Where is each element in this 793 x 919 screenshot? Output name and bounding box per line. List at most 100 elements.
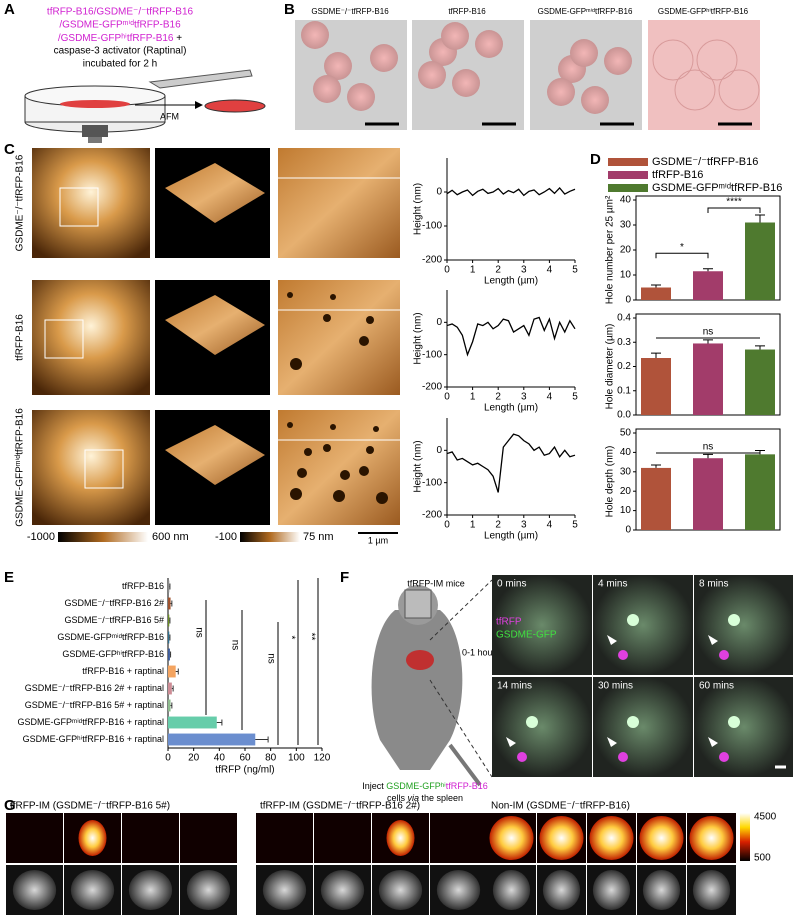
hole [376,492,388,504]
x-tick-label: 0 [444,265,450,276]
group-title: Non-IM (GSDME⁻/⁻tfRFP-B16) [491,801,630,812]
image-title: GSDME-GFPʰⁱtfRFP-B16 [658,7,749,16]
organ [492,870,531,910]
inject-text: the spleen [419,793,463,803]
x-tick-label: 0 [165,753,171,764]
inject-text: GSDME-GFPʰⁱ [386,781,446,791]
panel-g: tfRFP-IM (GSDME⁻/⁻tfRFP-B16 5#) tfRFP-IM … [6,801,777,915]
y-tick-label: 0 [625,525,631,536]
afm-zoom [278,280,400,395]
arrow [195,101,203,109]
afm-3d [165,425,265,485]
y-tick-label: 20 [620,245,632,256]
signal [639,816,684,860]
category-label: GSDME⁻/⁻tfRFP-B16 5# + raptinal [25,700,164,710]
hole [366,446,374,454]
cell [324,52,352,80]
x-tick-label: 0 [444,392,450,403]
hole [340,470,350,480]
condition-text: /GSDME-GFPʰⁱtfRFP-B16 [58,33,174,44]
y-tick-label: 0.3 [617,337,631,348]
organ [692,870,731,910]
bar [168,580,170,593]
bar [641,467,671,530]
treatment-text: caspase-3 activator (Raptinal) [54,46,187,57]
y-tick-label: 0 [436,187,442,198]
hole [366,316,374,324]
group-title: tfRFP-IM (GSDME⁻/⁻tfRFP-B16 5#) [10,801,170,812]
hole [333,490,345,502]
cell [370,44,398,72]
inject-text: cells [387,793,408,803]
bar [641,287,671,300]
organ [320,870,365,910]
frame-time: 14 mins [497,681,532,692]
guide-line [429,579,493,641]
organ [542,870,581,910]
error-bar [755,449,765,455]
error-bar [755,214,765,223]
panel-label: A [4,1,15,18]
bar [168,682,172,695]
hole [290,358,302,370]
organ [262,870,307,910]
zoom-box [84,449,124,489]
fluorescence [6,813,63,863]
profile [446,186,576,197]
error-bar [170,702,173,709]
cell-green [728,716,740,728]
bar [745,454,775,530]
hole [359,466,369,476]
category-label: GSDME-GFPᵐⁱᵈtfRFP-B16 + raptinal [18,717,164,727]
bar [693,343,723,415]
organ [70,870,115,910]
afm-3d [165,295,265,355]
image-title: GSDME-GFPᵐⁱᵈtfRFP-B16 [538,7,633,16]
error-bar [169,583,171,590]
legend-swatch [608,184,648,192]
y-tick-label: 10 [620,270,632,281]
arrow [607,635,617,645]
x-tick-label: 2 [495,265,501,276]
y-tick-label: 50 [620,428,632,439]
inject-text: Inject GSDME-GFPʰⁱtfRFP-B16 [362,781,488,791]
x-tick-label: 100 [288,753,305,764]
cell [581,86,609,114]
signal [78,820,107,856]
significance-label: * [680,242,684,253]
mice-label: tfRFP-IM mice [407,578,465,588]
y-axis-label: Hole number per 25 µm² [605,195,616,304]
y-tick-label: -200 [422,255,442,266]
frame [694,575,793,675]
x-axis-label: Length (µm) [484,276,538,287]
colorbar-min: -100 [215,531,237,543]
profile [446,433,576,493]
panel-label: C [4,141,15,158]
significance-label: ** [305,633,316,641]
dish-small [204,99,266,113]
x-tick-label: 1 [470,520,476,531]
y-tick-label: -100 [422,349,442,360]
panel-label: E [4,569,14,586]
y-tick-label: -200 [422,382,442,393]
fluorescence [180,813,237,863]
zoom-box [59,187,99,227]
cell-green [728,614,740,626]
organ [592,870,631,910]
objective [82,125,108,137]
x-axis-label: tfRFP (ng/ml) [215,765,274,776]
frame [492,677,592,777]
error-bar [216,719,223,726]
x-tick-label: 4 [547,265,553,276]
significance-label: ns [265,653,276,664]
colorbar-max: 4500 [754,812,777,823]
cell [718,69,760,111]
plus: + [174,33,183,44]
x-tick-label: 4 [547,392,553,403]
fluorescence [314,813,371,863]
cells [60,100,130,108]
bar [168,597,171,610]
cell [452,69,480,97]
signal [689,816,734,860]
